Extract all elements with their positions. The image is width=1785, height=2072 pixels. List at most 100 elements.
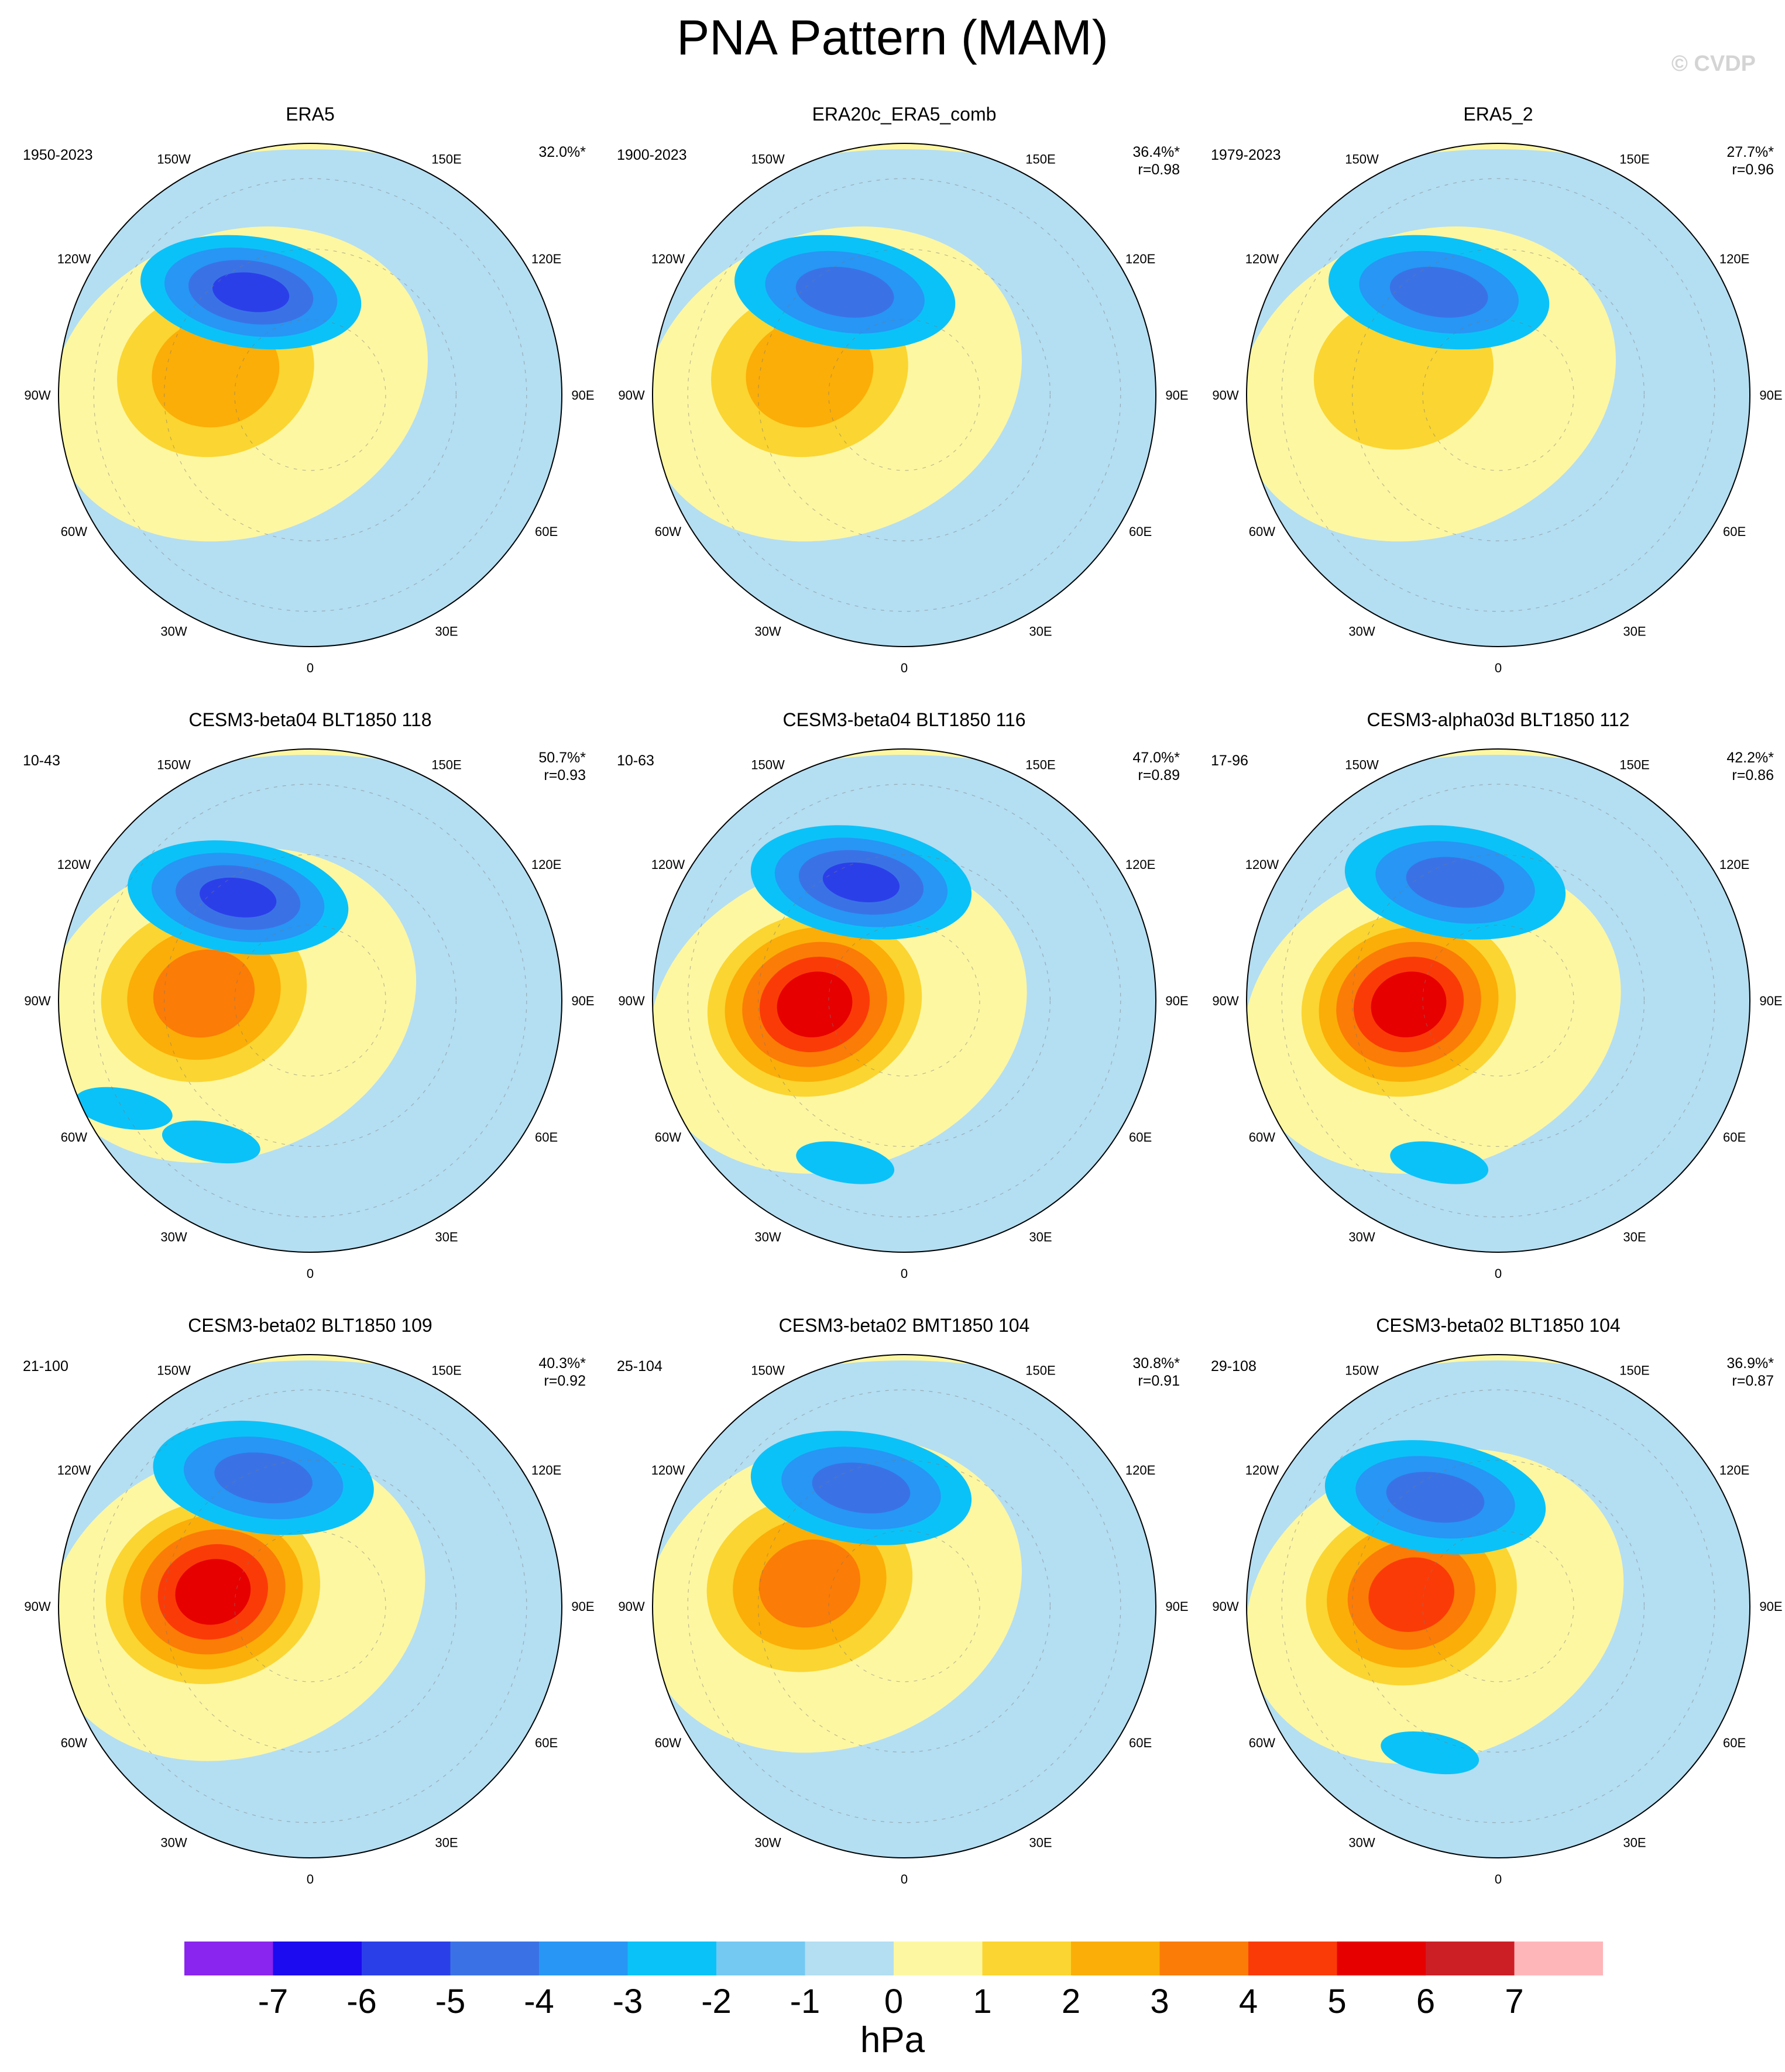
contour-negative (1389, 267, 1488, 318)
pct-variance: 36.9%* (1726, 1355, 1774, 1372)
longitude-label: 0 (1495, 661, 1502, 675)
pattern-correlation: r=0.92 (544, 1373, 586, 1389)
contour-negative (212, 272, 290, 312)
longitude-label: 120W (57, 252, 91, 266)
longitude-label: 60E (1129, 524, 1152, 539)
colorbar-units: hPa (860, 2020, 925, 2060)
longitude-label: 90W (618, 388, 644, 403)
coastline (1281, 784, 1715, 1218)
longitude-label: 90E (1759, 1599, 1782, 1614)
colorbar-bin (716, 1942, 805, 1975)
contour-positive (777, 971, 853, 1037)
coastline (758, 1460, 1051, 1753)
longitude-label: 120E (1719, 857, 1749, 872)
colorbar-bin (1514, 1942, 1603, 1975)
longitude-label: 120E (1125, 1463, 1155, 1477)
longitude-label: 30E (1029, 1230, 1052, 1245)
colorbar: -7 -6 -5 -4 -3 -2 -1 0 1 2 3 4 5 6 7 (184, 1942, 1603, 2018)
field (1247, 143, 1750, 647)
longitude-label: 30E (435, 1836, 458, 1850)
colorbar-bin (627, 1942, 716, 1975)
map-border (652, 143, 1156, 647)
map-panel: CESM3-beta04 BLT1850 116 10-63 47.0%* r=0.8… (609, 708, 1200, 1293)
map-border (58, 1354, 562, 1858)
panel-title: ERA5 (286, 104, 335, 125)
polar-map: 180150E120E90E60E30E030W60W90W120W150W (618, 1354, 1189, 1887)
longitude-label: 90W (618, 994, 644, 1008)
longitude-label: 30W (1348, 1230, 1375, 1245)
contour-negative (74, 1087, 173, 1130)
colorbar-tick-label: 2 (1062, 1982, 1080, 2018)
field (1247, 749, 1750, 1252)
longitude-label: 150W (157, 152, 191, 166)
colorbar-tick-label: -7 (258, 1982, 289, 2018)
figure-title: PNA Pattern (MAM) (677, 10, 1108, 65)
coastline (164, 854, 456, 1147)
pattern-correlation: r=0.96 (1732, 162, 1774, 178)
colorbar-bin (539, 1942, 628, 1975)
colorbar-tick-label: -2 (701, 1982, 732, 2018)
coastline (828, 319, 980, 471)
map-panel: CESM3-beta02 BLT1850 104 29-108 36.9%* r=0.… (1203, 1314, 1785, 1899)
longitude-label: 150E (1025, 152, 1055, 166)
field (653, 1355, 1156, 1858)
longitude-label: 0 (901, 1872, 908, 1887)
longitude-label: 90W (1212, 1599, 1238, 1614)
map-panel: ERA5_21979-202327.7%*r=0.96180150E120E90… (1203, 102, 1785, 688)
coastline (687, 784, 1121, 1218)
coastline (1422, 925, 1574, 1077)
map-panel: CESM3-beta02 BMT1850 104 25-104 30.8%* r=0.… (609, 1314, 1200, 1899)
longitude-label: 60W (655, 524, 681, 539)
coastline (93, 178, 527, 612)
coastline (93, 1389, 527, 1823)
contour-negative (822, 862, 900, 902)
panel-years: 17-96 (1211, 752, 1248, 769)
polar-map: 180150E120E90E60E30E030W60W90W120W150W (1212, 143, 1783, 675)
colorbar-tick-label: 1 (973, 1982, 991, 2018)
map-panel: CESM3-alpha03d BLT1850 112 17-96 42.2%* r=0… (1203, 708, 1785, 1293)
contour-negative (1381, 1731, 1480, 1775)
coastline (93, 784, 527, 1218)
longitude-label: 60W (1249, 1130, 1275, 1145)
panel-years: 10-63 (617, 752, 654, 769)
longitude-label: 0 (307, 661, 314, 675)
longitude-label: 150W (751, 757, 785, 772)
longitude-label: 150E (1025, 1363, 1055, 1377)
contour-negative (162, 1120, 260, 1164)
longitude-label: 90W (1212, 994, 1238, 1008)
longitude-label: 60E (1129, 1130, 1152, 1145)
pct-variance: 42.2%* (1726, 750, 1774, 766)
longitude-label: 60E (1129, 1736, 1152, 1750)
polar-map: 180150E120E90E60E30E030W60W90W120W150W (24, 748, 595, 1281)
contour-positive (1371, 971, 1447, 1037)
coastline (164, 249, 456, 541)
pattern-correlation: r=0.93 (544, 767, 586, 784)
longitude-label: 150W (1345, 1363, 1379, 1377)
longitude-label: 120W (57, 1463, 91, 1477)
longitude-label: 60W (655, 1130, 681, 1145)
polar-map: 180150E120E90E60E30E030W60W90W120W150W (24, 143, 595, 675)
colorbar-bin (1159, 1942, 1248, 1975)
longitude-label: 0 (1495, 1872, 1502, 1887)
longitude-label: 60W (61, 524, 87, 539)
field (653, 143, 1156, 647)
longitude-label: 120W (57, 857, 91, 872)
colorbar-bin (273, 1942, 362, 1975)
longitude-label: 90W (1212, 388, 1238, 403)
polar-map: 180150E120E90E60E30E030W60W90W120W150W (1212, 1354, 1783, 1887)
map-border (652, 1354, 1156, 1858)
coastline (1281, 1389, 1715, 1823)
coastline (1422, 1530, 1574, 1682)
longitude-label: 60W (61, 1130, 87, 1145)
pct-variance: 32.0%* (538, 144, 586, 160)
longitude-label: 30E (1029, 1836, 1052, 1850)
panel-title: CESM3-beta02 BLT1850 109 (188, 1315, 432, 1336)
map-border (652, 748, 1156, 1253)
colorbar-bin (1248, 1942, 1337, 1975)
pattern-correlation: r=0.89 (1138, 767, 1180, 784)
panel-stats: 30.8%* r=0.91 (1132, 1355, 1180, 1390)
longitude-label: 30E (1623, 624, 1646, 639)
map-panel: CESM3-beta02 BLT1850 109 21-100 40.3%* r=0.… (15, 1314, 606, 1899)
field (1247, 1355, 1750, 1858)
coastline (234, 319, 386, 471)
